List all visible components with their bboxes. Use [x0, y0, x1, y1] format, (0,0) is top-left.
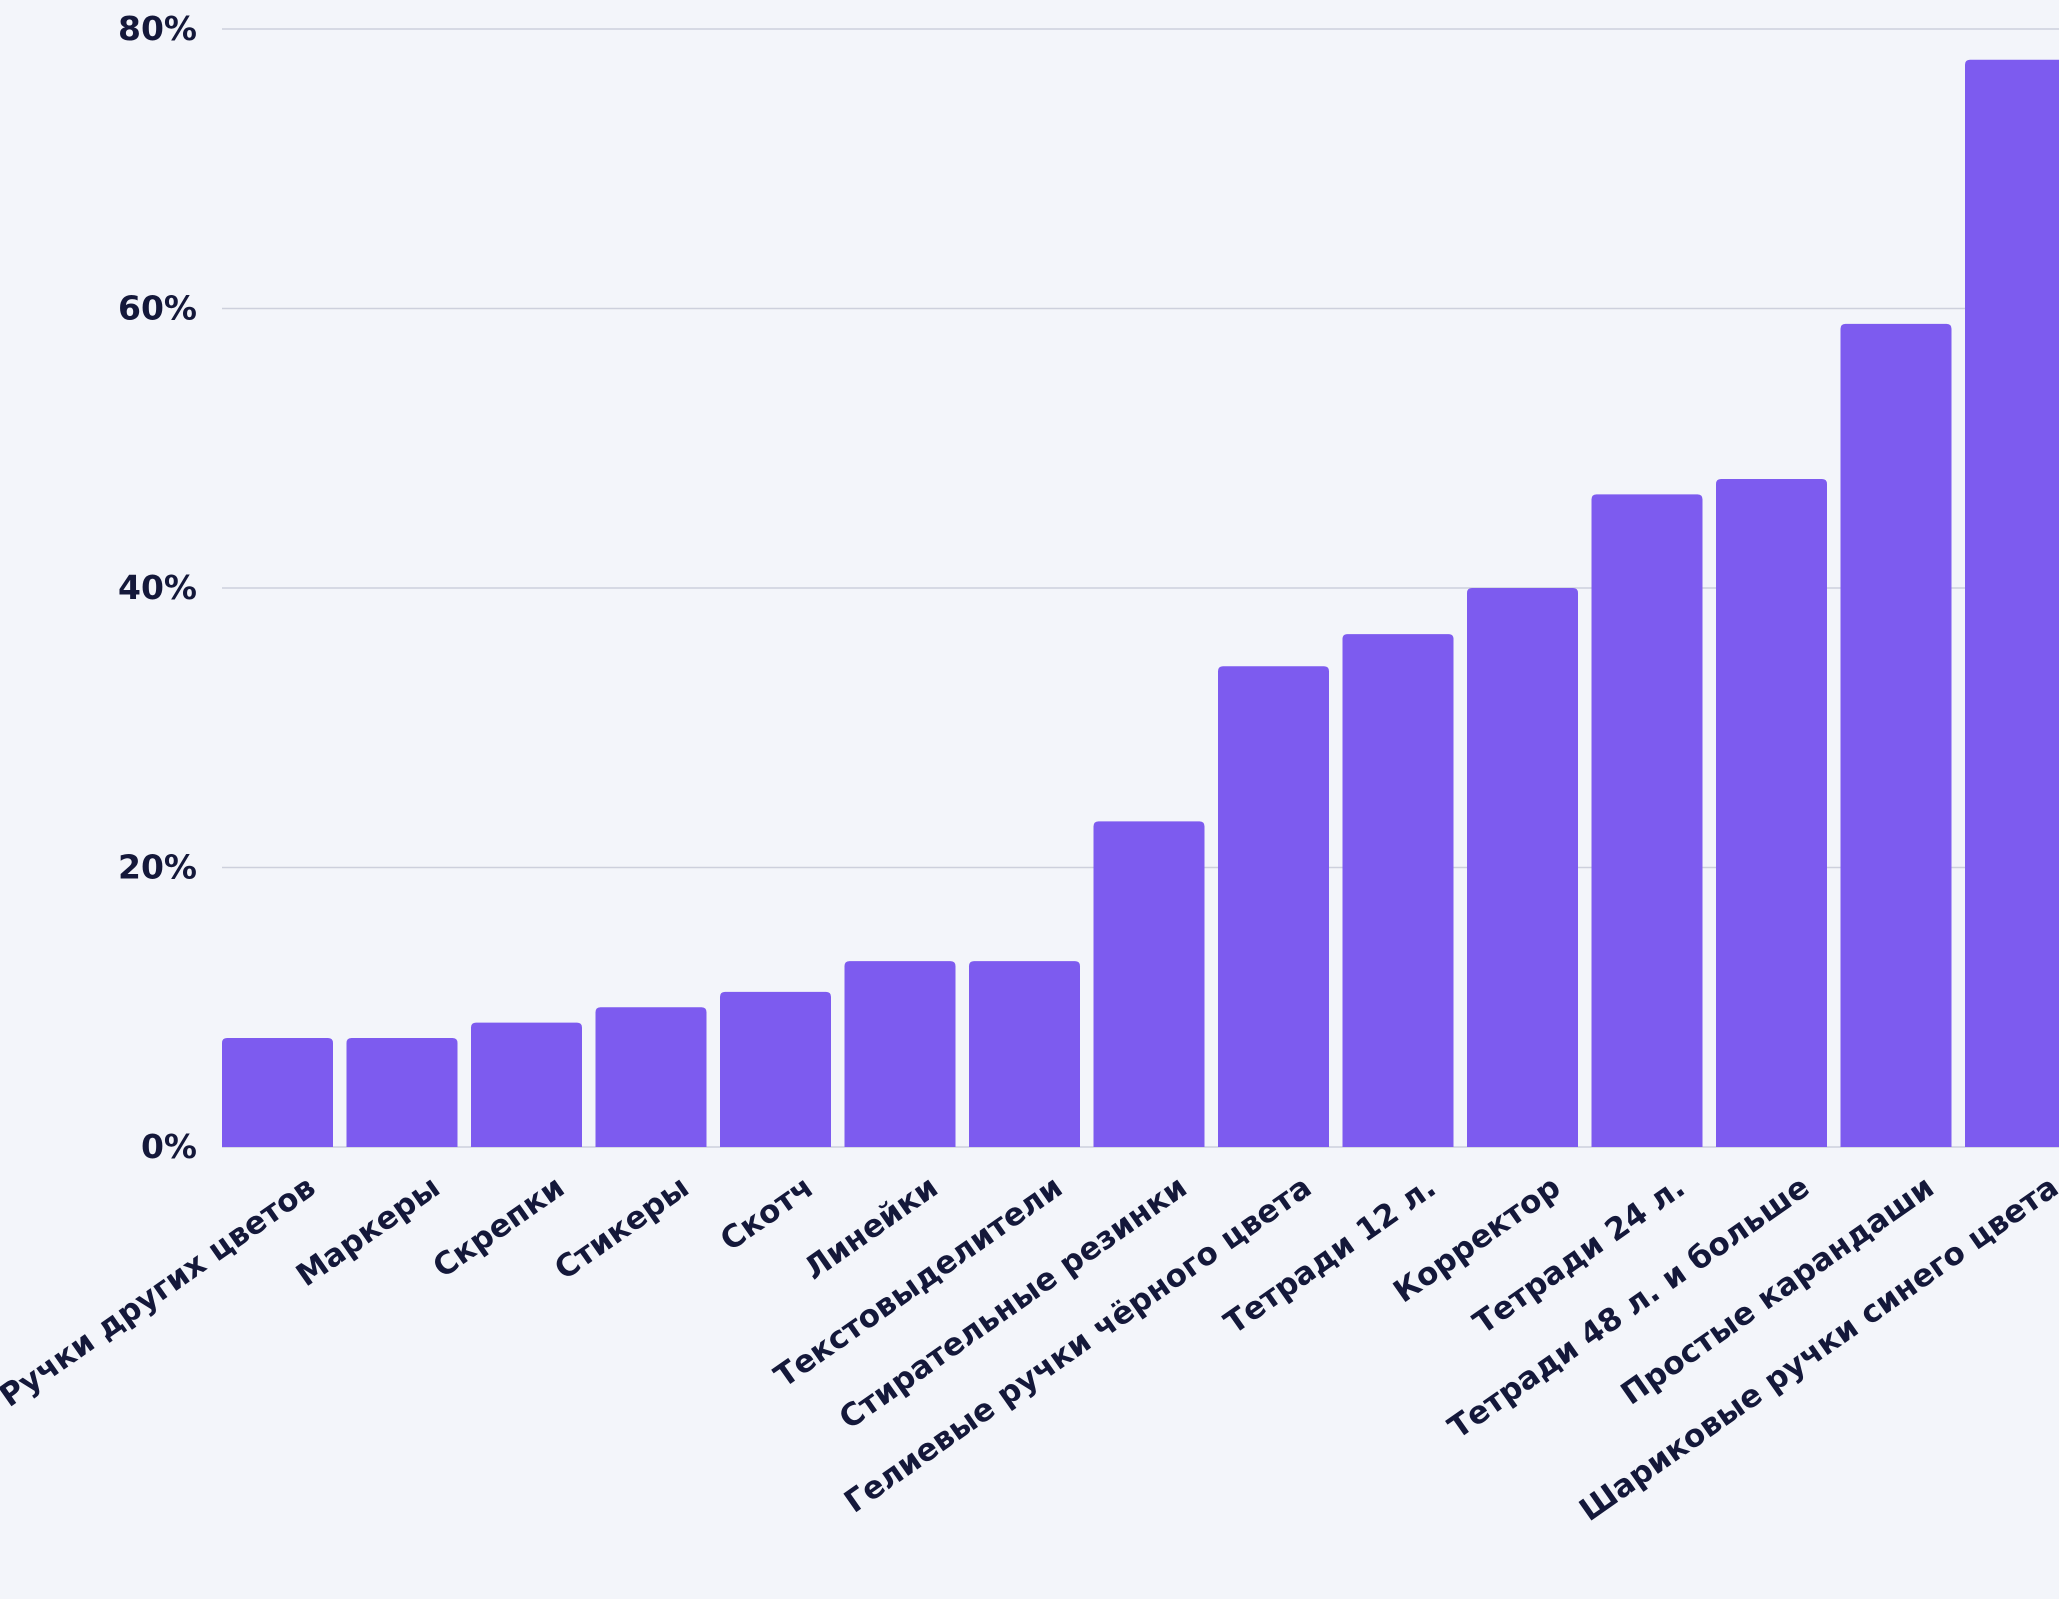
bar — [222, 1037, 333, 1147]
x-category-label: Стикеры — [548, 1169, 695, 1287]
bar — [1591, 494, 1703, 1147]
x-category-label: Скрепки — [427, 1169, 571, 1285]
y-tick-label: 0% — [141, 1127, 197, 1166]
bar — [1840, 323, 1952, 1147]
x-axis-labels: Ручки других цветовМаркерыСкрепкиСтикеры… — [0, 1169, 2059, 1529]
bar — [1218, 666, 1329, 1147]
bar — [1342, 634, 1454, 1147]
y-tick-label: 40% — [118, 568, 197, 607]
bar — [471, 1022, 582, 1147]
y-tick-label: 80% — [118, 9, 197, 48]
x-category-label: Скотч — [714, 1169, 820, 1258]
x-category-label: Тетради 12 л. — [1218, 1169, 1443, 1341]
x-category-label: Тетради 24 л. — [1467, 1169, 1692, 1341]
y-tick-label: 60% — [118, 289, 197, 328]
bar — [346, 1037, 458, 1147]
bar — [969, 961, 1080, 1147]
bar — [844, 961, 956, 1147]
bar — [720, 991, 831, 1147]
y-axis-ticks: 0% 20% 40% 60% 80% — [118, 9, 197, 1166]
bars — [222, 59, 2059, 1147]
bar — [1716, 478, 1827, 1147]
y-tick-label: 20% — [118, 848, 197, 887]
bar — [1965, 59, 2059, 1147]
bar — [1093, 821, 1205, 1147]
bar — [1467, 588, 1578, 1147]
x-category-label: Ручки других цветов — [0, 1169, 322, 1414]
bar — [595, 1007, 707, 1147]
